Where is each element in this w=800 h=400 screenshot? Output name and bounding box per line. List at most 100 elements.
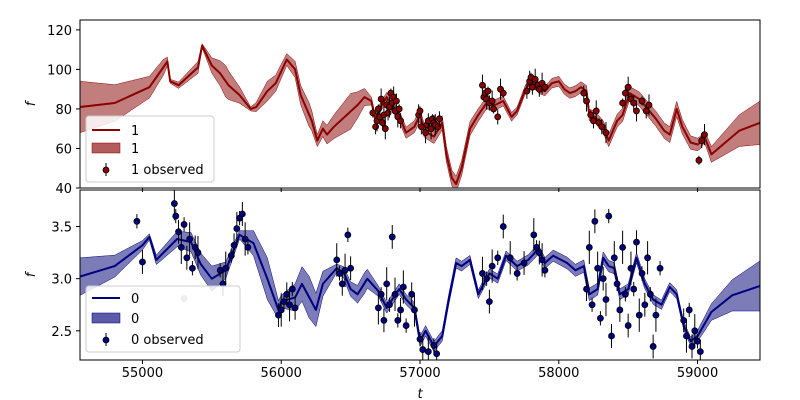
top-observed-marker xyxy=(490,105,497,113)
top-observed-marker xyxy=(436,115,443,123)
bottom-observed-marker xyxy=(597,314,604,322)
bottom-observed-marker xyxy=(506,254,514,262)
bottom-legend: 0 0 0 observed xyxy=(85,285,241,353)
bottom-observed-point xyxy=(336,266,343,281)
bottom-observed-point xyxy=(488,249,496,283)
top-observed-marker xyxy=(393,97,400,105)
bottom-observed-point xyxy=(599,266,607,291)
top-observed-marker xyxy=(645,101,653,109)
top-observed-marker xyxy=(624,83,632,91)
bottom-observed-marker xyxy=(397,306,404,314)
bottom-observed-point xyxy=(621,287,629,302)
bottom-observed-marker xyxy=(241,235,249,243)
bottom-observed-marker xyxy=(170,200,178,207)
bottom-observed-point xyxy=(602,282,610,317)
top-y-tick-label: 40 xyxy=(55,182,72,197)
x-axis-label: t xyxy=(417,387,423,400)
bottom-observed-marker xyxy=(430,341,438,349)
bottom-observed-marker xyxy=(613,280,621,288)
bottom-observed-marker xyxy=(624,322,632,329)
top-observed-marker xyxy=(494,113,502,121)
bottom-observed-point xyxy=(288,281,296,297)
bottom-observed-marker xyxy=(277,306,285,314)
bottom-observed-marker xyxy=(608,332,615,340)
bottom-observed-marker xyxy=(644,254,651,262)
bottom-observed-marker xyxy=(133,217,141,225)
top-legend-observed-label: 1 observed xyxy=(131,163,204,178)
top-observed-marker xyxy=(541,83,549,91)
bottom-observed-point xyxy=(649,334,657,359)
bottom-observed-point xyxy=(230,233,238,258)
top-legend-band-label: 1 xyxy=(131,142,139,157)
bottom-observed-marker xyxy=(485,298,493,305)
bottom-observed-marker xyxy=(538,256,546,264)
bottom-observed-marker xyxy=(513,270,521,277)
top-observed-marker xyxy=(499,89,507,97)
bottom-observed-marker xyxy=(583,285,590,293)
bottom-observed-marker xyxy=(599,275,607,283)
top-observed-marker xyxy=(417,123,425,131)
bottom-x-tick-label: 55000 xyxy=(122,366,163,381)
bottom-observed-marker xyxy=(694,337,701,345)
bottom-observed-marker xyxy=(520,259,528,267)
bottom-plot-area xyxy=(80,190,760,360)
bottom-observed-marker xyxy=(380,316,388,324)
bottom-observed-point xyxy=(286,288,293,322)
bottom-observed-marker xyxy=(189,264,196,272)
bottom-x-tick-label: 58000 xyxy=(538,366,579,381)
bottom-observed-marker xyxy=(233,225,241,232)
bottom-observed-marker xyxy=(683,332,690,340)
bottom-observed-marker xyxy=(399,283,407,291)
bottom-observed-point xyxy=(244,240,252,255)
top-observed-marker xyxy=(695,156,703,164)
bottom-observed-marker xyxy=(696,348,704,356)
top-legend-line-label: 1 xyxy=(131,124,139,139)
top-observed-marker xyxy=(621,89,629,97)
bottom-observed-point xyxy=(520,251,528,275)
top-observed-marker xyxy=(484,87,492,95)
bottom-observed-marker xyxy=(230,241,238,249)
bottom-observed-point xyxy=(605,208,613,224)
bottom-observed-point xyxy=(191,235,199,260)
bottom-observed-point xyxy=(485,289,493,314)
bottom-observed-point xyxy=(277,293,285,327)
bottom-observed-marker xyxy=(656,264,664,272)
bottom-observed-point xyxy=(180,217,188,232)
bottom-legend-observed-label: 0 observed xyxy=(131,333,204,348)
bottom-observed-point xyxy=(388,225,396,249)
bottom-observed-point xyxy=(189,261,196,276)
bottom-observed-point xyxy=(238,202,246,226)
bottom-observed-point xyxy=(280,294,288,309)
bottom-observed-point xyxy=(377,287,385,302)
top-observed-point xyxy=(630,95,638,111)
bottom-observed-point xyxy=(386,297,393,312)
bottom-observed-point xyxy=(397,298,404,322)
bottom-observed-point xyxy=(424,334,432,360)
top-observed-point xyxy=(602,122,610,144)
bottom-observed-marker xyxy=(591,217,599,225)
bottom-observed-point xyxy=(499,214,507,239)
bottom-observed-marker xyxy=(341,266,349,274)
top-observed-point xyxy=(587,110,595,120)
top-observed-marker xyxy=(592,107,600,115)
top-observed-marker xyxy=(698,137,706,144)
top-observed-point xyxy=(592,100,600,122)
top-observed-marker xyxy=(434,123,442,131)
top-observed-marker xyxy=(638,97,646,105)
top-panel: 40 60 80 100 120 f 1 1 1 observed xyxy=(24,19,761,197)
bottom-observed-marker xyxy=(419,346,427,353)
bottom-observed-point xyxy=(391,277,399,311)
top-y-tick-label: 120 xyxy=(47,24,72,39)
bottom-observed-marker xyxy=(652,311,660,319)
bottom-observed-marker xyxy=(377,290,385,298)
top-observed-point xyxy=(598,119,606,135)
top-observed-marker xyxy=(633,107,640,115)
top-observed-marker xyxy=(642,107,650,115)
top-observed-marker xyxy=(397,117,404,125)
bottom-observed-marker xyxy=(499,223,507,230)
top-observed-marker xyxy=(381,125,389,133)
top-observed-point xyxy=(499,88,507,98)
top-observed-marker xyxy=(602,129,610,137)
bottom-observed-point xyxy=(494,250,502,265)
